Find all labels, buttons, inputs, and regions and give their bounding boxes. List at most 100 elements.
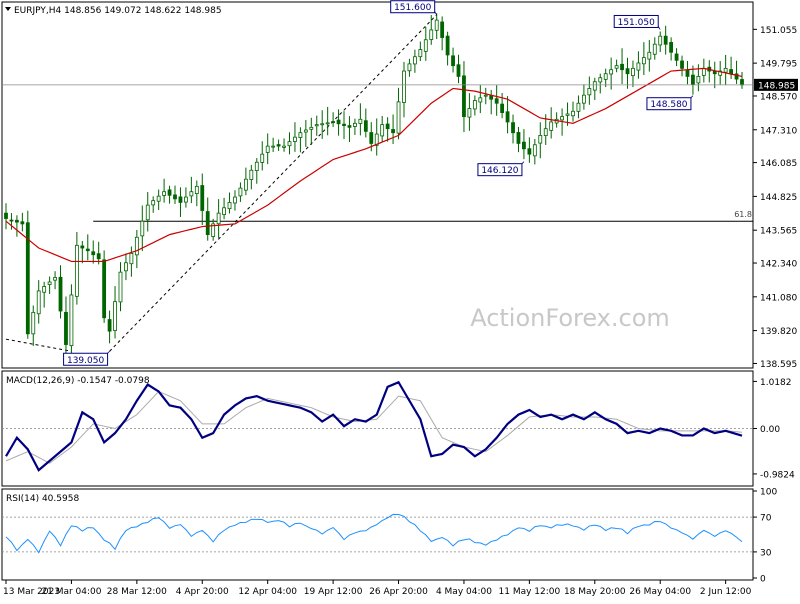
candle-body [391,129,395,134]
candle-body [271,145,276,148]
candle-body [483,94,488,97]
candle [80,240,85,264]
candle [303,119,308,148]
candle [571,101,575,122]
candle [129,246,134,277]
candle [42,281,47,308]
candle [527,137,532,163]
candle-body [238,187,243,197]
candle [53,271,57,290]
candle-body [505,111,510,123]
candle [440,16,445,51]
candle [113,286,117,339]
candle [538,122,543,159]
candle-body [636,62,641,71]
candle-body [592,81,597,91]
candle-body [118,271,123,303]
candle [156,189,161,210]
candle-body [369,132,374,144]
candle-body [358,118,363,124]
candle [500,93,505,119]
price-label-text: 146.120 [481,166,518,176]
macd-tick-label: 0.00 [760,425,780,435]
candle [298,127,303,153]
candle-body [243,178,248,191]
candle-body [189,191,194,197]
candle-body [36,290,41,315]
rsi-panel-frame [1,488,754,581]
candle-body [674,53,679,61]
candle [15,215,19,237]
candle-body [200,185,205,211]
candle-body [445,35,450,56]
candle [472,95,477,116]
price-tick-label: 147.310 [760,126,797,136]
candle-body [113,301,117,331]
candle-body [162,191,167,196]
candle-body [423,39,428,52]
candle [254,158,259,184]
candle [151,196,156,213]
rsi-series [2,513,753,554]
candle [434,13,439,40]
candle-body [211,223,216,237]
candle [456,54,461,84]
candle-body [15,219,19,223]
candle [69,284,74,354]
candle-body [102,259,107,319]
candle-body [282,145,286,148]
candle-body [456,64,461,77]
candle [429,15,434,45]
candle [603,68,608,88]
candle-body [4,212,8,219]
candle-body [216,212,221,225]
candle [680,55,684,77]
candle [380,115,385,143]
price-annotations: 151.600 151.050 148.580 146.120 139.050 [63,0,694,366]
candle-body [641,57,646,65]
candle-body [631,67,635,77]
candle [576,95,581,119]
candle-body [691,74,695,85]
candle [9,213,14,230]
candle [505,96,510,134]
candle [718,61,723,85]
candle-body [156,195,161,202]
candle [25,210,30,339]
macd-tick-label: 1.0182 [760,378,792,388]
candle [516,126,521,153]
candle-body [489,95,494,100]
moving-average [5,67,743,263]
candle [282,138,286,152]
candle [587,76,592,105]
candle [592,77,597,101]
candle [102,250,107,323]
time-tick-label: 18 May 20:00 [564,587,626,597]
candle-body [527,148,532,155]
macd-panel-title: MACD(12,26,9) -0.1547 -0.0798 [6,376,150,386]
dashed-trendline [5,338,72,352]
current-price-tag-text: 148.985 [758,81,795,91]
price-tick-label: 149.795 [760,60,797,70]
candle-body [380,124,385,137]
candle [647,40,652,72]
candle-body [576,102,581,112]
candle-body [80,245,85,249]
candle-body [549,121,554,131]
candle-body [9,219,14,222]
candle-body [124,262,128,272]
candle [145,192,150,232]
candle [385,117,390,142]
candle-body [718,70,723,76]
candle-body [374,133,379,146]
watermark: ActionForex.com [470,304,670,332]
candle [200,173,205,225]
candle [227,192,232,214]
candle [374,118,379,156]
candle [412,49,417,73]
candle [609,57,614,90]
candle-body [723,67,728,73]
candle [238,182,243,202]
